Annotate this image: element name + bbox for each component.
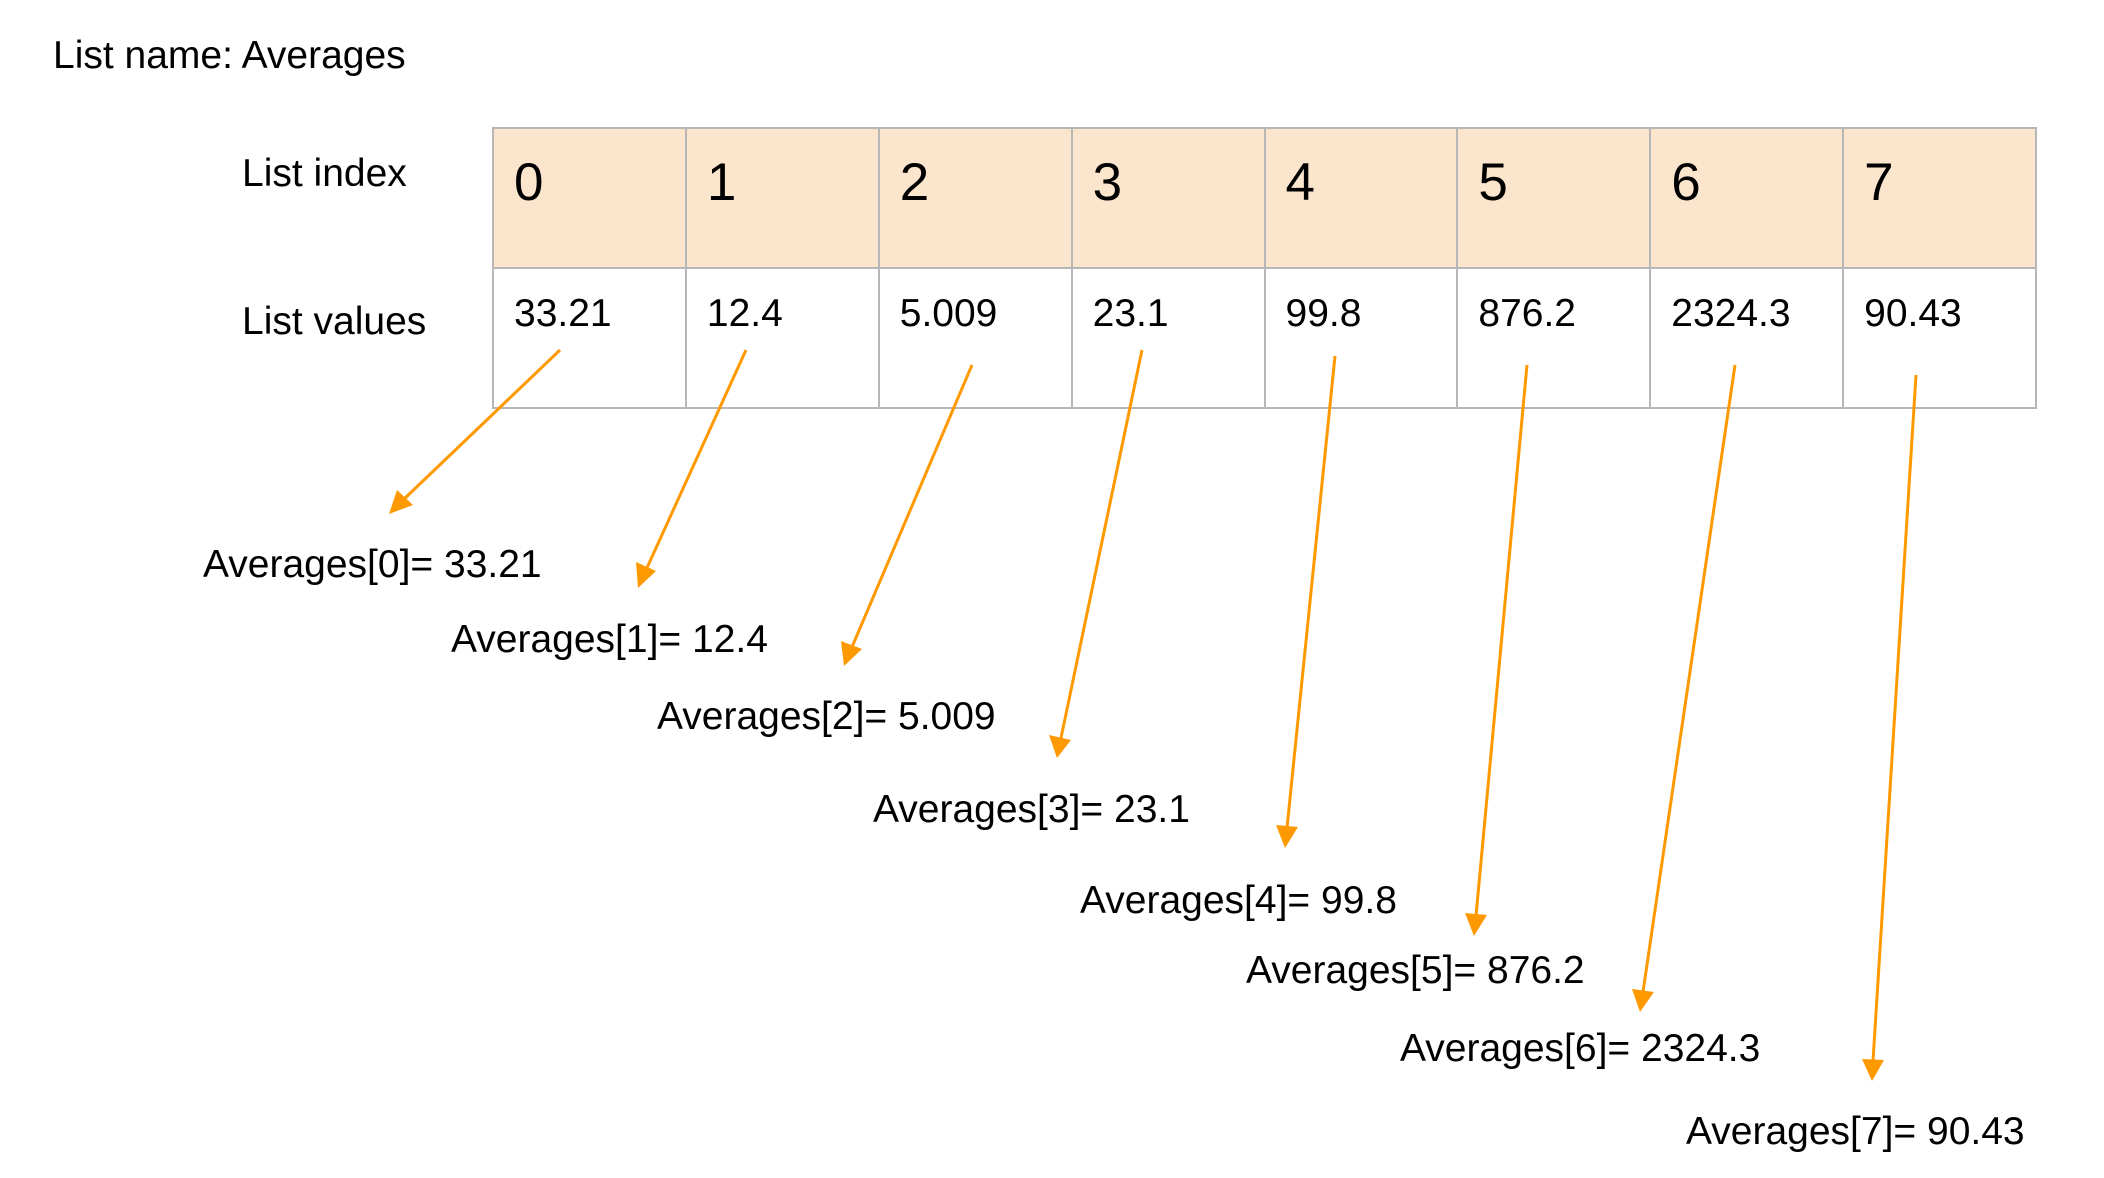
arrow-3 — [1049, 349, 1144, 758]
index-cell-3: 3 — [1070, 127, 1266, 269]
access-label-6: Averages[6]= 2324.3 — [1400, 1027, 1761, 1070]
value-cell-6: 2324.3 — [1649, 267, 1845, 409]
access-label-7: Averages[7]= 90.43 — [1686, 1110, 2025, 1153]
index-cell-5: 5 — [1456, 127, 1652, 269]
arrow-7 — [1862, 374, 1918, 1081]
list-index-label: List index — [242, 152, 407, 195]
arrow-4 — [1276, 355, 1337, 848]
arrow-6 — [1632, 364, 1737, 1012]
index-row: 0 1 2 3 4 5 6 7 — [492, 127, 2037, 269]
value-cell-3: 23.1 — [1070, 267, 1266, 409]
index-cell-0: 0 — [492, 127, 687, 269]
access-label-5: Averages[5]= 876.2 — [1246, 949, 1585, 992]
index-cell-6: 6 — [1649, 127, 1845, 269]
access-label-2: Averages[2]= 5.009 — [657, 695, 996, 738]
value-row: 33.21 12.4 5.009 23.1 99.8 876.2 2324.3 … — [492, 267, 2037, 409]
value-cell-2: 5.009 — [877, 267, 1073, 409]
index-cell-2: 2 — [877, 127, 1073, 269]
averages-list-table: 0 1 2 3 4 5 6 7 33.21 12.4 5.009 23.1 99… — [492, 127, 2037, 409]
value-cell-0: 33.21 — [492, 267, 687, 409]
value-cell-4: 99.8 — [1263, 267, 1459, 409]
index-cell-7: 7 — [1842, 127, 2037, 269]
value-cell-7: 90.43 — [1842, 267, 2037, 409]
list-name-caption: List name: Averages — [53, 34, 406, 77]
list-values-label: List values — [242, 300, 427, 343]
index-cell-1: 1 — [684, 127, 880, 269]
arrow-2 — [841, 364, 974, 666]
arrow-5 — [1465, 364, 1529, 936]
index-cell-4: 4 — [1263, 127, 1459, 269]
access-label-0: Averages[0]= 33.21 — [203, 543, 542, 586]
value-cell-5: 876.2 — [1456, 267, 1652, 409]
access-label-4: Averages[4]= 99.8 — [1080, 879, 1397, 922]
value-cell-1: 12.4 — [684, 267, 880, 409]
access-label-3: Averages[3]= 23.1 — [873, 788, 1190, 831]
access-label-1: Averages[1]= 12.4 — [451, 618, 768, 661]
